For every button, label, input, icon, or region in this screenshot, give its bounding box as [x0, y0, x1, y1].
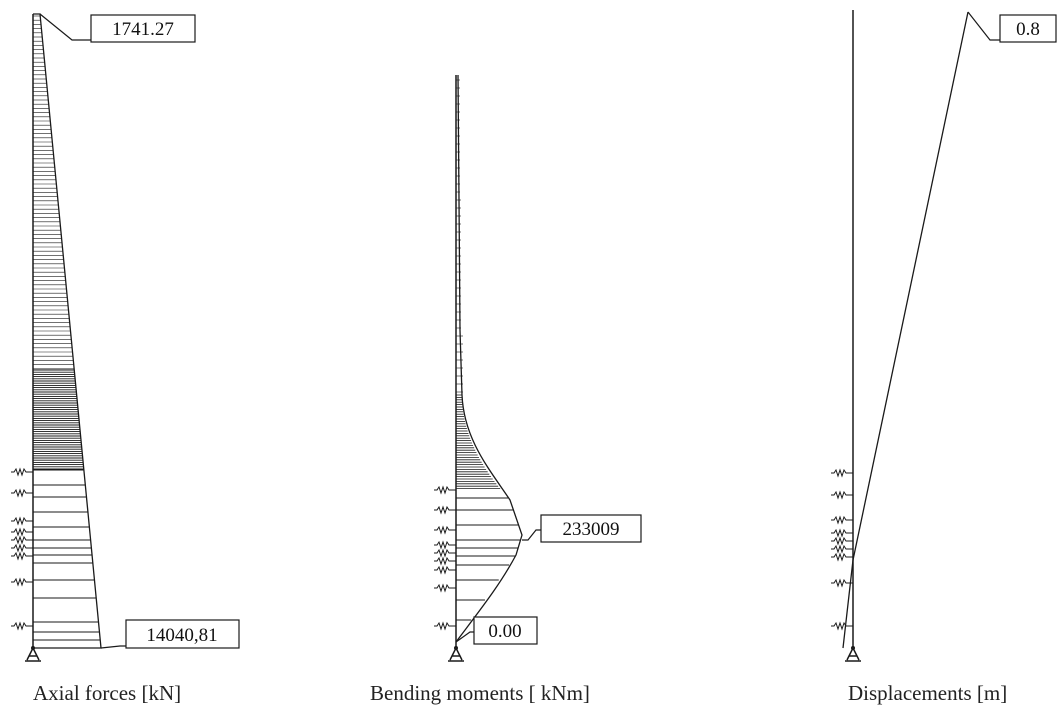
spring-support-icon [11, 577, 33, 587]
spring-support-icon [831, 468, 853, 478]
spring-support-icon [434, 621, 456, 631]
spring-support-icon [831, 528, 853, 538]
spring-support-icon [831, 544, 853, 554]
spring-support-icon [434, 548, 456, 558]
spring-support-icon [11, 527, 33, 537]
bending-moment-outline [455, 74, 523, 643]
spring-support-icon [434, 525, 456, 535]
bending-moment-hatching [456, 79, 521, 621]
axial-base-value: 14040,81 [146, 625, 217, 646]
spring-support-icon [434, 556, 456, 566]
spring-support-icon [11, 467, 33, 477]
spring-support-icon [831, 515, 853, 525]
moment-peak-value: 233009 [563, 519, 620, 540]
spring-support-icon [434, 505, 456, 515]
axial-forces-panel: 1741.27 14040,81 Axial forces [kN] [11, 13, 240, 705]
axial-spring-supports [11, 467, 33, 631]
spring-support-icon [11, 621, 33, 631]
spring-support-icon [11, 516, 33, 526]
spring-support-icon [831, 552, 853, 562]
displaced-shape-line [842, 11, 969, 649]
spring-support-icon [434, 583, 456, 593]
axial-top-callout: 1741.27 [39, 13, 196, 43]
moment-base-callout: 0.00 [455, 616, 538, 645]
displacements-caption: Displacements [m] [848, 681, 1007, 705]
spring-support-icon [831, 536, 853, 546]
displacement-top-callout: 0.8 [967, 11, 1057, 43]
spring-support-icon [11, 488, 33, 498]
moment-spring-supports [434, 485, 456, 631]
pinned-support-icon [448, 646, 464, 662]
spring-support-icon [434, 565, 456, 575]
spring-support-icon [11, 535, 33, 545]
spring-support-icon [831, 490, 853, 500]
bending-moments-panel: 233009 0.00 Bending moments [ kNm] [370, 74, 642, 705]
bending-moments-caption: Bending moments [ kNm] [370, 681, 590, 705]
axial-top-value: 1741.27 [112, 19, 174, 40]
spring-support-icon [831, 578, 853, 588]
spring-support-icon [11, 543, 33, 553]
axial-forces-caption: Axial forces [kN] [33, 681, 181, 705]
moment-base-value: 0.00 [488, 621, 521, 642]
spring-support-icon [434, 485, 456, 495]
axial-base-callout: 14040,81 [100, 619, 240, 649]
spring-support-icon [831, 621, 853, 631]
displacement-top-value: 0.8 [1016, 19, 1040, 40]
spring-support-icon [11, 551, 33, 561]
pinned-support-icon [25, 646, 41, 662]
pinned-support-icon [845, 646, 861, 662]
displacement-spring-supports [831, 468, 853, 631]
spring-support-icon [434, 540, 456, 550]
axial-force-hatching [33, 15, 101, 641]
displacements-panel: 0.8 Displacements [m] [831, 10, 1057, 705]
moment-peak-callout: 233009 [522, 514, 642, 543]
